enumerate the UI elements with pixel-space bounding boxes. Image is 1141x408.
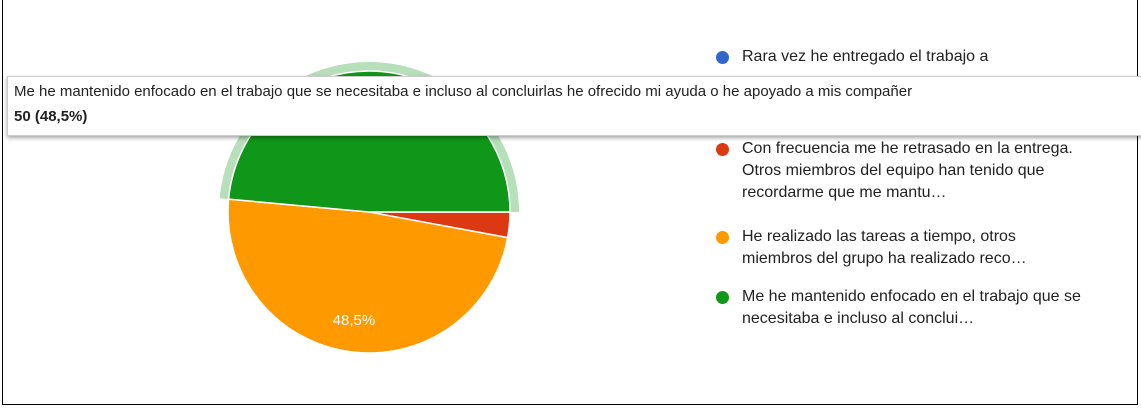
legend-label: Me he mantenido enfocado en el trabajo q… (742, 288, 1081, 327)
legend-marker (716, 51, 729, 64)
legend-marker (716, 143, 729, 156)
legend-marker (716, 231, 729, 244)
slice (227, 198, 509, 354)
tooltip-value: 50 (48,5%) (14, 108, 88, 125)
tooltip-title: Me he mantenido enfocado en el trabajo q… (14, 83, 913, 100)
slice-label: 48,5% (333, 312, 376, 329)
legend-marker (716, 291, 729, 304)
tooltip: Me he mantenido enfocado en el trabajo q… (7, 76, 1141, 136)
legend-label: Rara vez he entregado el trabajo a (742, 48, 989, 65)
legend-label: Con frecuencia me he retrasado en la ent… (742, 140, 1073, 201)
legend-label: He realizado las tareas a tiempo, otros … (742, 228, 1027, 267)
